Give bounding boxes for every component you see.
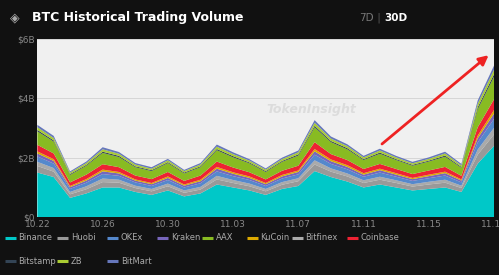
Text: TokenInsight: TokenInsight <box>266 103 356 117</box>
Text: AAX: AAX <box>216 233 233 242</box>
Text: Bitfinex: Bitfinex <box>305 233 338 242</box>
Text: BTC Historical Trading Volume: BTC Historical Trading Volume <box>32 11 244 24</box>
Text: KuCoin: KuCoin <box>260 233 290 242</box>
Text: BitMart: BitMart <box>121 257 151 266</box>
Text: ◈: ◈ <box>10 11 20 24</box>
Text: ZB: ZB <box>71 257 82 266</box>
Text: 7D: 7D <box>359 13 374 23</box>
Text: Coinbase: Coinbase <box>360 233 399 242</box>
Text: |: | <box>374 13 384 23</box>
Text: OKEx: OKEx <box>121 233 143 242</box>
Text: Huobi: Huobi <box>71 233 95 242</box>
Text: Bitstamp: Bitstamp <box>18 257 56 266</box>
Text: 30D: 30D <box>384 13 407 23</box>
Text: Kraken: Kraken <box>171 233 200 242</box>
Text: Binance: Binance <box>18 233 52 242</box>
